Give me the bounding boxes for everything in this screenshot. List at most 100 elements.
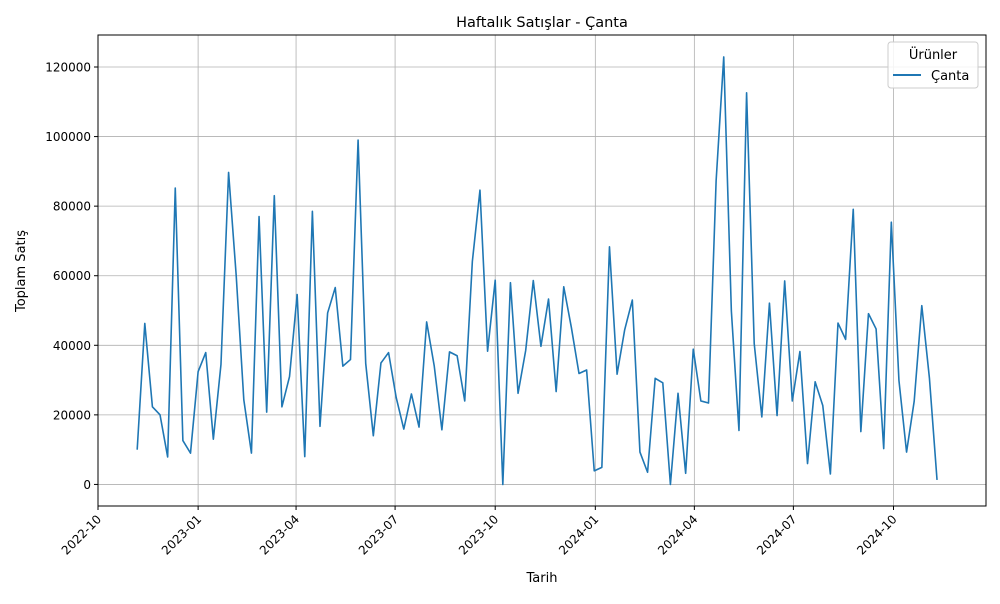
- y-tick-label: 120000: [45, 61, 91, 75]
- data-point: [570, 326, 572, 328]
- data-point: [601, 466, 603, 468]
- data-point: [182, 439, 184, 441]
- data-point: [723, 56, 725, 58]
- data-point: [410, 393, 412, 395]
- data-point: [624, 328, 626, 330]
- y-tick-label: 60000: [53, 269, 91, 283]
- data-point: [875, 328, 877, 330]
- data-point: [509, 281, 511, 283]
- data-point: [205, 351, 207, 353]
- legend-box: [887, 41, 979, 89]
- data-point: [502, 483, 504, 485]
- data-point: [403, 428, 405, 430]
- data-point: [357, 139, 359, 141]
- data-point: [288, 375, 290, 377]
- data-point: [220, 363, 222, 365]
- data-point: [707, 402, 709, 404]
- data-point: [563, 286, 565, 288]
- data-point: [829, 473, 831, 475]
- data-point: [342, 365, 344, 367]
- legend-entry-label: Çanta: [931, 69, 969, 84]
- data-point: [669, 483, 671, 485]
- y-axis: 0 20000 40000 60000 80000 100000 120000: [45, 61, 98, 492]
- data-point: [494, 279, 496, 281]
- data-point: [791, 400, 793, 402]
- data-point: [837, 322, 839, 324]
- data-point: [593, 470, 595, 472]
- data-point: [380, 362, 382, 364]
- y-tick-label: 100000: [45, 130, 91, 144]
- data-point: [151, 406, 153, 408]
- data-point: [776, 414, 778, 416]
- data-point: [822, 404, 824, 406]
- data-point: [372, 435, 374, 437]
- data-point: [159, 414, 161, 416]
- data-point: [387, 351, 389, 353]
- data-point: [715, 180, 717, 182]
- series-layer: [136, 56, 938, 486]
- data-point: [433, 365, 435, 367]
- data-point: [479, 189, 481, 191]
- y-axis-label: Toplam Satış: [14, 230, 29, 313]
- data-point: [799, 350, 801, 352]
- data-point: [890, 221, 892, 223]
- data-point: [844, 338, 846, 340]
- data-point: [608, 246, 610, 248]
- data-point: [631, 299, 633, 301]
- data-point: [243, 399, 245, 401]
- data-point: [456, 355, 458, 357]
- data-point: [486, 350, 488, 352]
- data-point: [883, 447, 885, 449]
- data-point: [136, 448, 138, 450]
- data-point: [212, 438, 214, 440]
- data-point: [304, 455, 306, 457]
- data-point: [913, 400, 915, 402]
- data-point: [174, 187, 176, 189]
- data-point: [936, 479, 938, 481]
- data-point: [555, 390, 557, 392]
- data-point: [662, 382, 664, 384]
- data-point: [646, 471, 648, 473]
- data-point: [197, 371, 199, 373]
- y-tick-label: 20000: [53, 408, 91, 422]
- data-point: [867, 312, 869, 314]
- data-point: [738, 429, 740, 431]
- data-point: [692, 348, 694, 350]
- data-point: [349, 358, 351, 360]
- data-point: [730, 310, 732, 312]
- data-point: [677, 392, 679, 394]
- data-point: [768, 302, 770, 304]
- data-point: [464, 400, 466, 402]
- data-point: [814, 381, 816, 383]
- data-point: [905, 451, 907, 453]
- plot-frame: [97, 34, 987, 507]
- data-point: [928, 377, 930, 379]
- data-point: [524, 349, 526, 351]
- data-point: [326, 312, 328, 314]
- y-tick-label: 40000: [53, 339, 91, 353]
- data-point: [700, 400, 702, 402]
- data-point: [898, 379, 900, 381]
- data-point: [258, 215, 260, 217]
- data-point: [684, 472, 686, 474]
- data-point: [921, 304, 923, 306]
- data-point: [189, 452, 191, 454]
- data-point: [319, 425, 321, 427]
- data-point: [654, 377, 656, 379]
- data-point: [547, 298, 549, 300]
- data-point: [783, 280, 785, 282]
- data-point: [860, 430, 862, 432]
- data-point: [761, 416, 763, 418]
- data-point: [471, 260, 473, 262]
- data-point: [639, 451, 641, 453]
- data-point: [585, 369, 587, 371]
- data-point: [540, 345, 542, 347]
- data-point: [296, 293, 298, 295]
- data-point: [441, 429, 443, 431]
- data-point: [265, 411, 267, 413]
- data-point: [852, 208, 854, 210]
- data-point: [395, 396, 397, 398]
- chart-title: Haftalık Satışlar - Çanta: [456, 15, 628, 31]
- data-point: [273, 195, 275, 197]
